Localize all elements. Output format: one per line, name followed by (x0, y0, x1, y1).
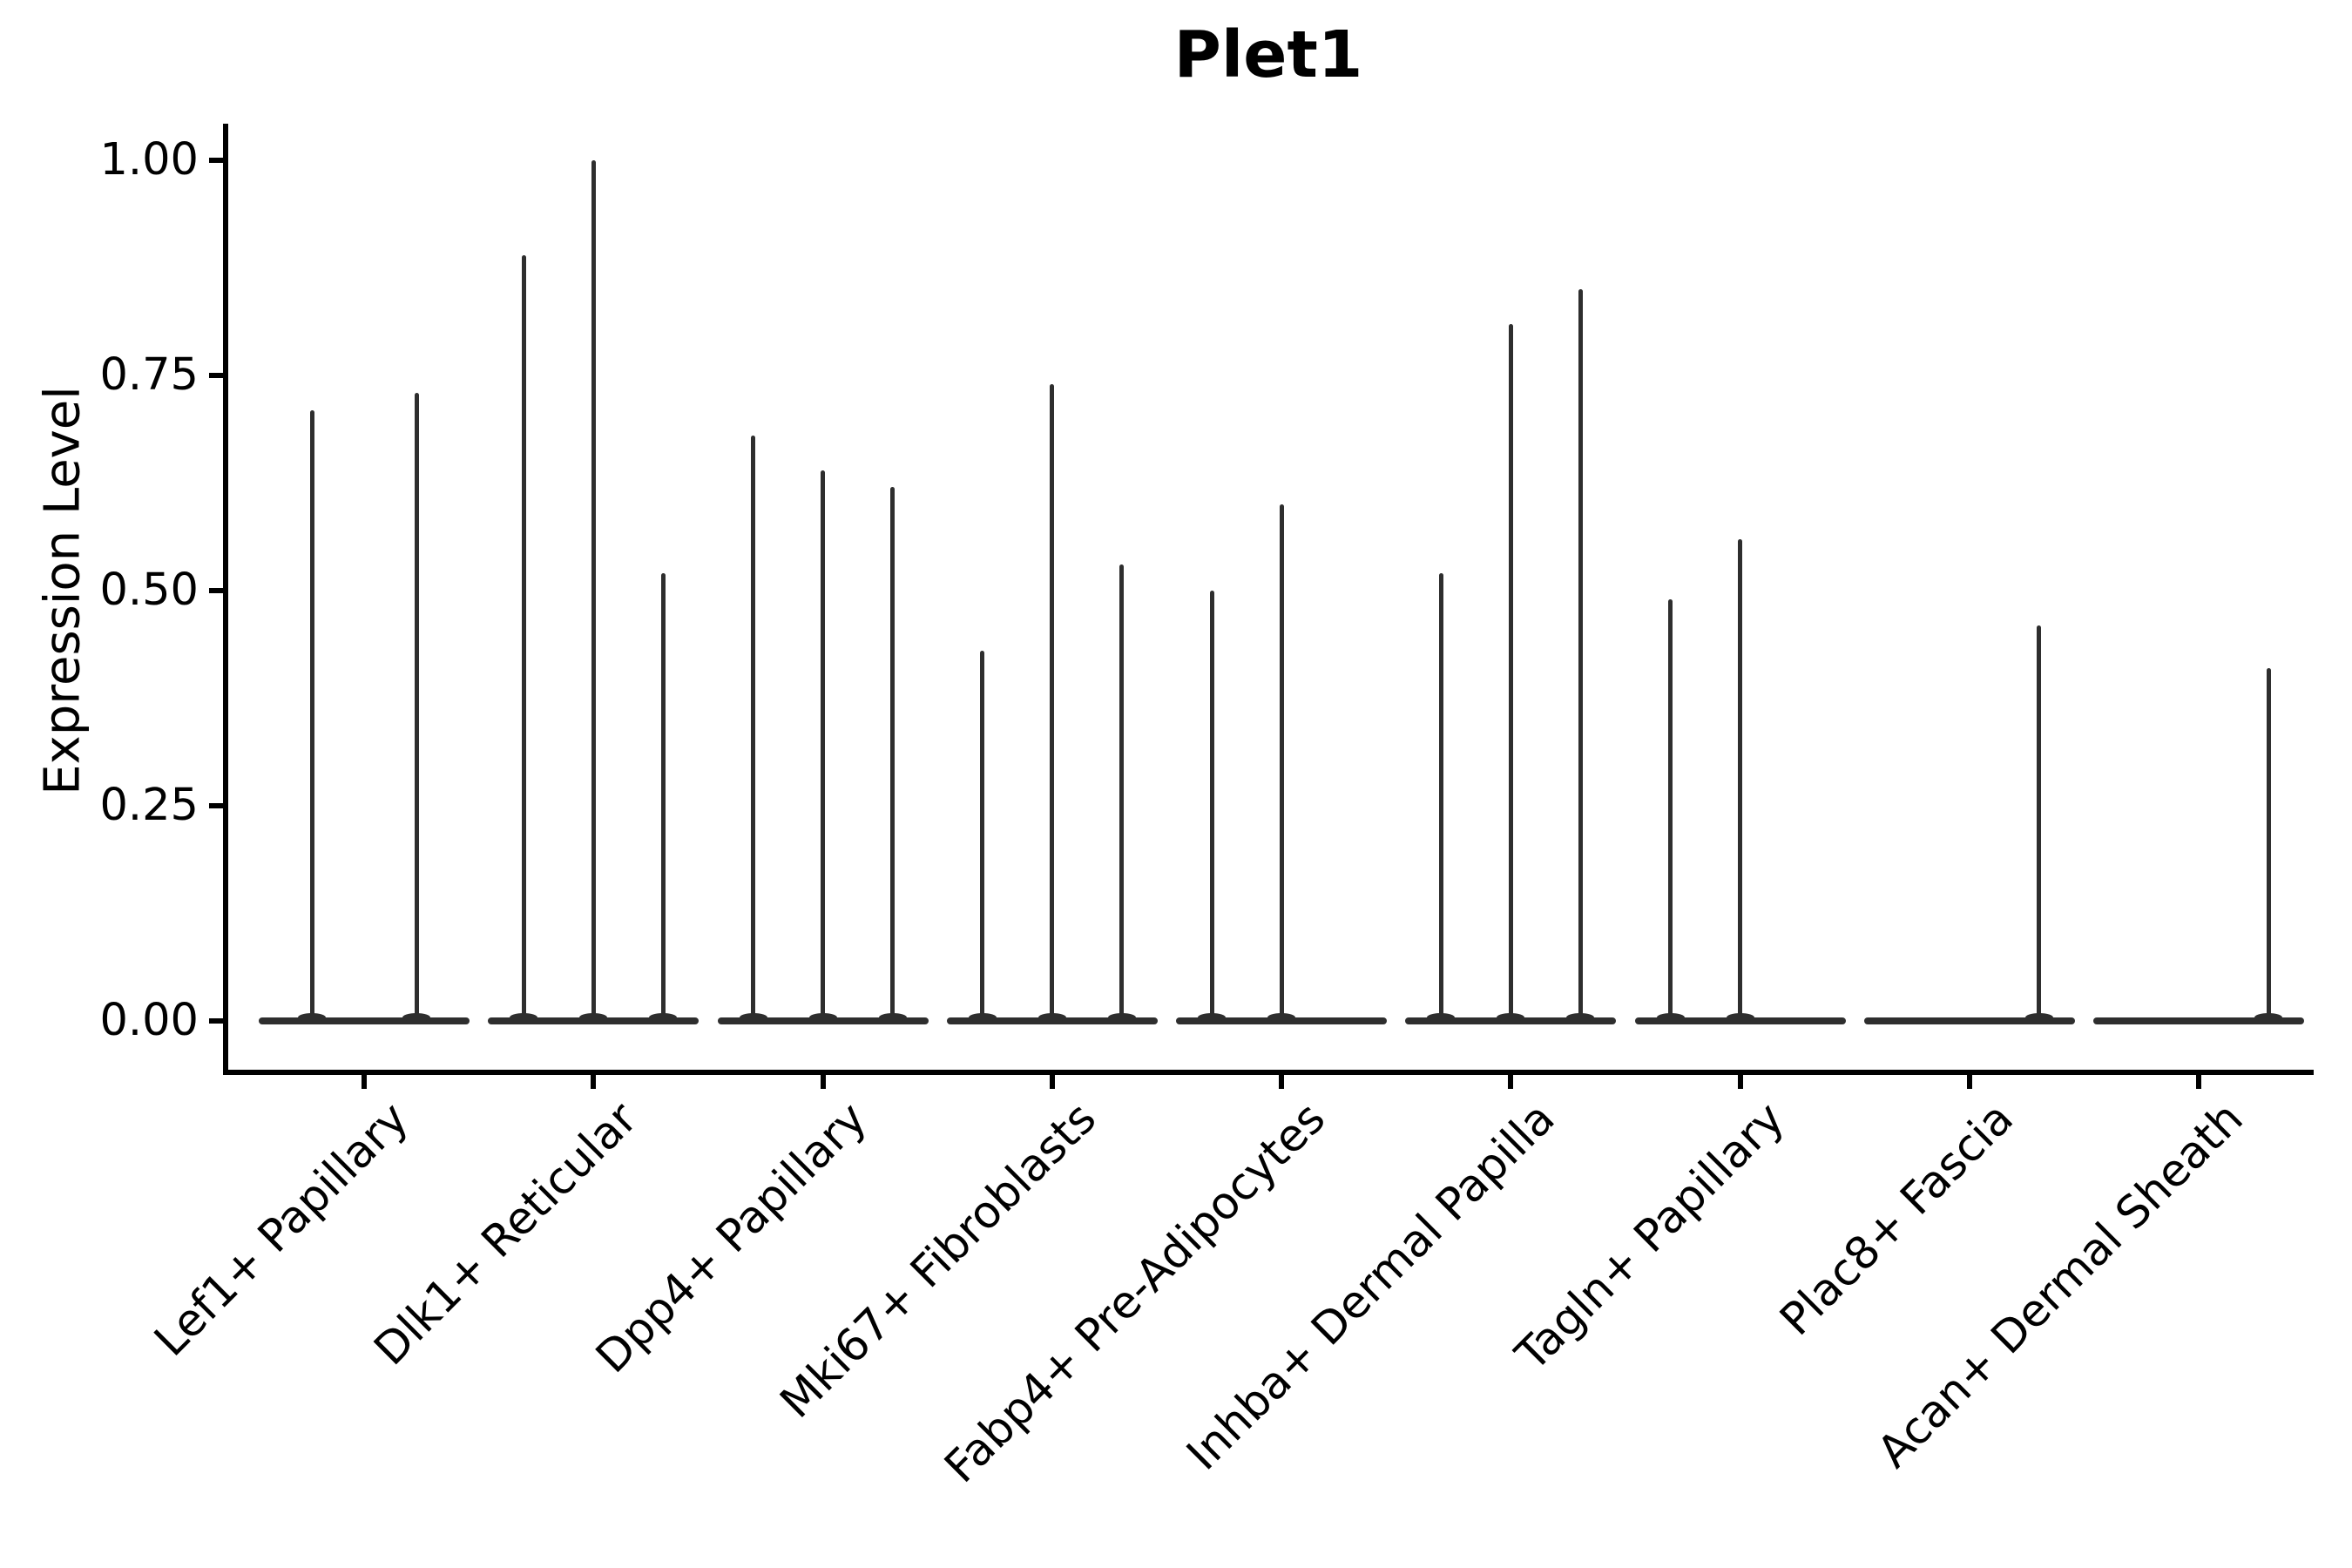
violin-zero-band (2093, 1017, 2304, 1024)
violin-spike (660, 573, 666, 1023)
y-tick (209, 373, 223, 378)
x-tick (2196, 1075, 2201, 1089)
y-axis-spine (223, 124, 228, 1075)
violin-spike (751, 436, 755, 1023)
y-tick-label: 0.25 (99, 780, 199, 831)
y-tick (209, 1018, 223, 1024)
violin-zero-band (259, 1017, 470, 1024)
y-tick (209, 588, 223, 593)
violin-spike (821, 470, 825, 1023)
x-tick-label: Inhba+ Dermal Papilla (1177, 1092, 1565, 1481)
violin-spike (890, 487, 895, 1023)
violin-spike (1438, 573, 1443, 1023)
violin-spike (1279, 504, 1284, 1023)
violin-spike (1209, 591, 1214, 1023)
y-tick-label: 0.00 (99, 995, 199, 1046)
y-tick-label: 1.00 (99, 134, 199, 186)
violin-spike (1668, 598, 1673, 1023)
x-tick-label: Acan+ Dermal Sheath (1868, 1092, 2254, 1478)
violin-zero-band (1863, 1017, 2075, 1024)
x-tick (820, 1075, 826, 1089)
violin-spike (1050, 383, 1055, 1023)
violin-spike (980, 651, 985, 1023)
x-tick (591, 1075, 597, 1089)
y-tick (209, 803, 223, 808)
x-tick-label: Fabp4+ Pre-Adipocytes (935, 1092, 1336, 1493)
violin-spike (2266, 667, 2271, 1023)
y-tick (209, 158, 223, 163)
x-tick (1279, 1075, 1284, 1089)
violin-spike (414, 392, 419, 1023)
x-tick (362, 1075, 367, 1089)
chart-title: Plet1 (1173, 17, 1363, 92)
violin-spike (521, 254, 526, 1023)
y-tick-label: 0.75 (99, 349, 199, 401)
violin-spike (1578, 289, 1583, 1023)
x-tick (1737, 1075, 1743, 1089)
violin-spike (1508, 323, 1513, 1023)
x-tick (1508, 1075, 1514, 1089)
violin-spike (591, 160, 596, 1023)
x-tick-label: Plac8+ Fascia (1770, 1092, 2024, 1346)
violin-spike (2037, 625, 2042, 1023)
x-tick (1049, 1075, 1055, 1089)
violin-spike (1119, 564, 1125, 1023)
x-tick (1966, 1075, 1972, 1089)
x-axis-spine (223, 1070, 2314, 1075)
violin-spike (1738, 538, 1742, 1023)
violin-spike (309, 409, 314, 1023)
y-tick-label: 0.50 (99, 564, 199, 616)
